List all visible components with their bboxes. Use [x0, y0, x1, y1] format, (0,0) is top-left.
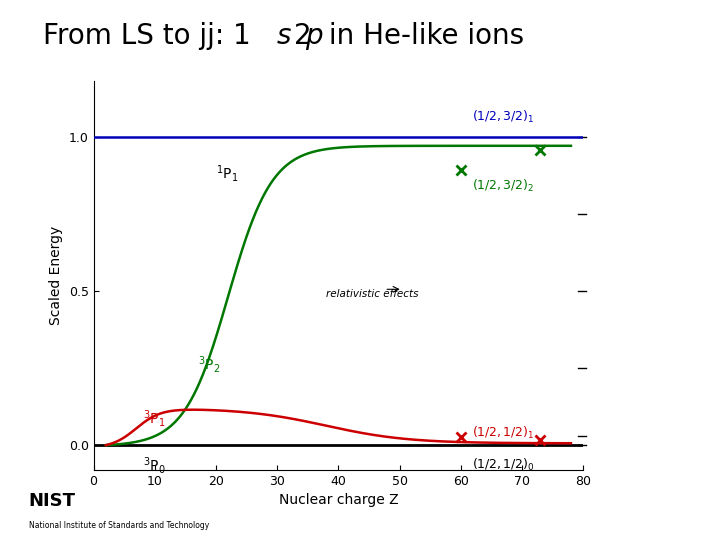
Text: $(1/2,3/2)_1$: $(1/2,3/2)_1$	[472, 109, 534, 125]
Text: $(1/2,3/2)_2$: $(1/2,3/2)_2$	[472, 178, 534, 194]
Text: NIST: NIST	[29, 492, 76, 510]
Text: $^3\mathrm{P}_2$: $^3\mathrm{P}_2$	[198, 354, 220, 375]
Text: From LS to jj: 1: From LS to jj: 1	[43, 22, 251, 50]
Text: s: s	[276, 22, 291, 50]
X-axis label: Nuclear charge Z: Nuclear charge Z	[279, 493, 398, 507]
Y-axis label: Scaled Energy: Scaled Energy	[49, 226, 63, 325]
Text: $(1/2,1/2)_0$: $(1/2,1/2)_0$	[472, 457, 534, 473]
Text: $(1/2,1/2)_1$: $(1/2,1/2)_1$	[472, 426, 534, 441]
Text: p: p	[305, 22, 323, 50]
Text: relativistic effects: relativistic effects	[326, 289, 418, 299]
Text: in He-like ions: in He-like ions	[320, 22, 525, 50]
Text: $^3\mathrm{P}_0$: $^3\mathrm{P}_0$	[143, 455, 166, 476]
Text: $^1\mathrm{P}_1$: $^1\mathrm{P}_1$	[216, 163, 238, 184]
Text: 2: 2	[294, 22, 311, 50]
Text: $^3\mathrm{P}_1$: $^3\mathrm{P}_1$	[143, 408, 165, 429]
Text: National Institute of Standards and Technology: National Institute of Standards and Tech…	[29, 521, 209, 530]
